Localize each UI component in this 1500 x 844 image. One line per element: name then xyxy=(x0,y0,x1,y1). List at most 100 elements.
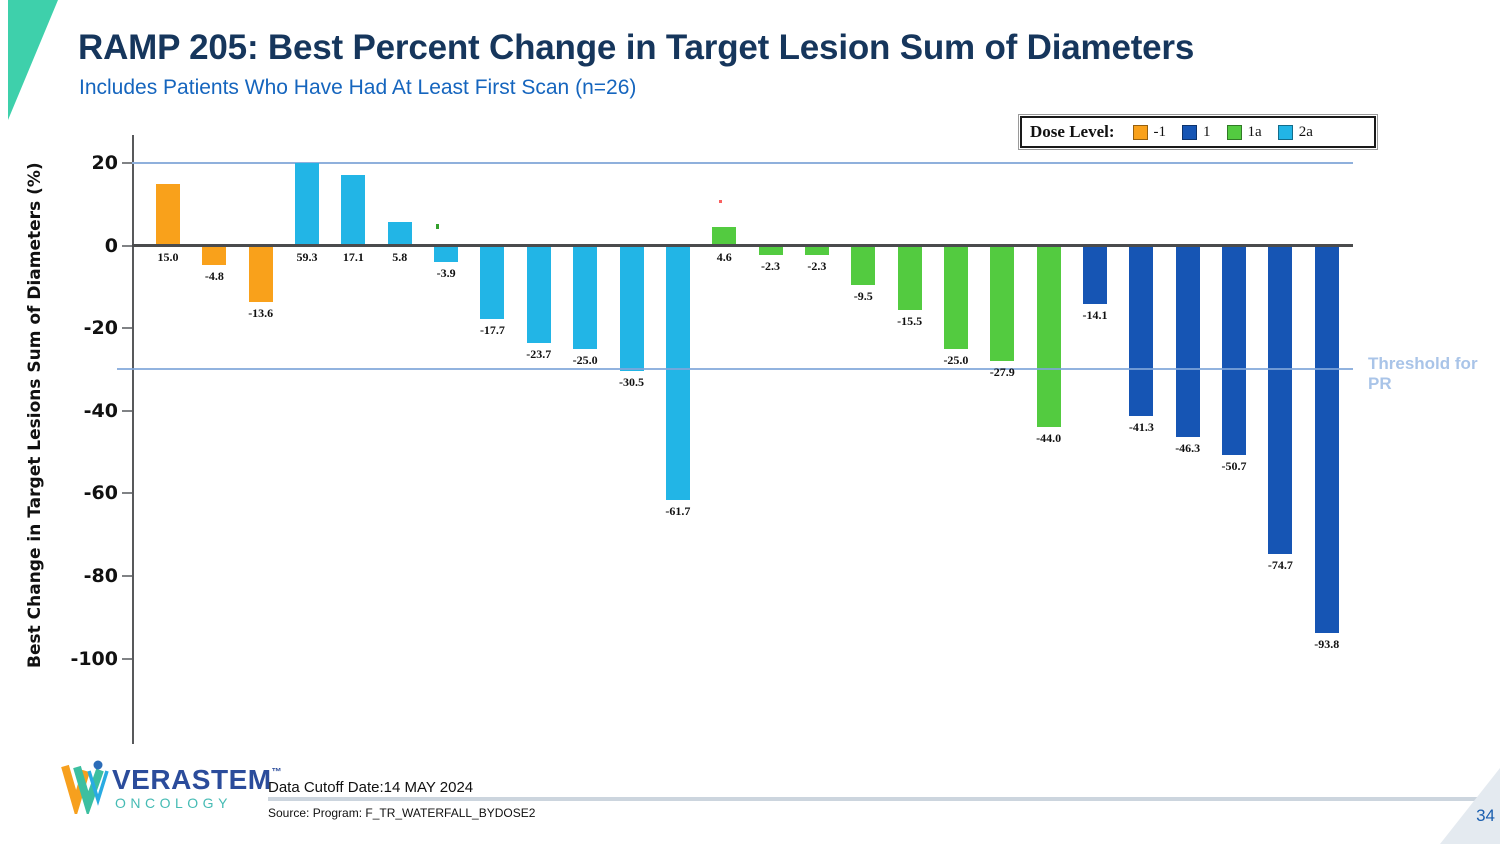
zero-baseline xyxy=(132,244,1353,247)
logo-teal-v xyxy=(73,765,104,814)
bar xyxy=(156,183,180,246)
bar-value-label: -2.3 xyxy=(761,258,781,273)
bar-value-label: -46.3 xyxy=(1175,440,1201,455)
bar xyxy=(1222,245,1247,455)
legend-swatch-2a xyxy=(1277,124,1293,140)
logo-wordmark-text: VERASTEM xyxy=(112,764,272,795)
bar-value-label: -23.7 xyxy=(526,347,552,362)
legend-swatch-1a xyxy=(1226,124,1242,140)
bar-value-label: -50.7 xyxy=(1221,458,1247,473)
tick-label: 20 xyxy=(91,151,118,174)
bar xyxy=(712,226,737,246)
bar xyxy=(897,245,922,310)
pr-threshold-label: Threshold for PR xyxy=(1368,354,1498,395)
green-speck-artifact xyxy=(436,224,439,229)
verastem-logo xyxy=(61,760,109,814)
bar xyxy=(1129,245,1154,417)
legend-entries: -1 1 1a 2a xyxy=(1132,123,1313,141)
bar xyxy=(758,245,783,255)
bar-value-label: 17.1 xyxy=(342,249,364,264)
bar xyxy=(248,245,273,302)
logo-oncology-text: ONCOLOGY xyxy=(115,795,232,811)
bar xyxy=(804,245,829,255)
logo-person-dot xyxy=(93,760,103,770)
bar xyxy=(1268,245,1293,554)
logo-cyan-v xyxy=(87,770,109,806)
bar xyxy=(943,245,968,349)
upper-reference-line xyxy=(132,162,1353,164)
legend-swatch-1 xyxy=(1182,124,1198,140)
bar-value-label: 4.6 xyxy=(716,249,732,264)
source-program-text: Source: Program: F_TR_WATERFALL_BYDOSE2 xyxy=(268,806,536,820)
bar-value-label: -25.0 xyxy=(943,352,969,367)
legend: Dose Level: -1 1 1a 2a xyxy=(1018,114,1378,150)
bar-value-label: -15.5 xyxy=(897,313,923,328)
tick-mark xyxy=(122,161,132,164)
bar-value-label: 59.3 xyxy=(296,249,318,264)
bar-value-label: -30.5 xyxy=(619,375,644,390)
bar-value-label: -9.5 xyxy=(853,288,873,303)
bar-value-label: -13.6 xyxy=(248,305,274,320)
legend-label: -1 xyxy=(1153,123,1167,140)
tick-mark xyxy=(122,657,132,660)
bar-value-label: 5.8 xyxy=(392,249,408,264)
bar xyxy=(619,245,644,372)
legend-entry-1a: 1a xyxy=(1226,123,1262,141)
bar-value-label: -4.8 xyxy=(204,269,224,284)
tick-label: -80 xyxy=(83,564,118,587)
tick-label: -20 xyxy=(83,317,118,340)
page-subtitle: Includes Patients Who Have Had At Least … xyxy=(79,76,637,99)
tick-label: -100 xyxy=(70,647,118,670)
bar xyxy=(851,245,876,285)
legend-title: Dose Level: xyxy=(1030,122,1115,141)
bar-value-label: -93.8 xyxy=(1314,636,1340,651)
bar xyxy=(480,245,505,319)
legend-label: 1a xyxy=(1247,123,1262,140)
bar xyxy=(387,221,412,246)
y-axis-title: Best Change in Target Lesions Sum of Dia… xyxy=(25,162,45,668)
footer-divider xyxy=(268,797,1500,801)
logo-trademark: ™ xyxy=(271,767,283,778)
tick-mark xyxy=(122,492,132,495)
bar-value-label: 15.0 xyxy=(157,249,179,264)
bar-value-label: -61.7 xyxy=(665,504,691,519)
bar-value-label: -25.0 xyxy=(572,352,598,367)
page-number: 34 xyxy=(1476,806,1495,825)
bar xyxy=(526,245,551,344)
pr-threshold-label-line2: PR xyxy=(1368,374,1392,394)
pr-threshold-label-line1: Threshold for xyxy=(1368,354,1478,373)
bar-value-label: -41.3 xyxy=(1128,420,1154,435)
legend-label: 2a xyxy=(1298,123,1313,140)
bar xyxy=(1083,245,1107,304)
bar xyxy=(341,174,366,246)
bar xyxy=(990,245,1015,361)
bar xyxy=(665,245,690,501)
logo-wordmark: VERASTEM™ xyxy=(112,764,282,796)
legend-entry-1: 1 xyxy=(1182,124,1211,141)
bar-value-label: -44.0 xyxy=(1036,431,1062,446)
corner-accent-shape xyxy=(8,0,58,120)
legend-entry-2a: 2a xyxy=(1277,123,1313,141)
data-cutoff-text: Data Cutoff Date:14 MAY 2024 xyxy=(268,779,474,796)
red-speck-artifact xyxy=(719,200,722,203)
y-axis-line xyxy=(132,135,134,744)
bar xyxy=(434,245,459,262)
tick-label: -60 xyxy=(83,482,118,505)
bar xyxy=(1036,245,1061,428)
bar xyxy=(573,245,598,349)
bar xyxy=(1314,245,1339,633)
legend-swatch--1 xyxy=(1132,124,1148,140)
bar-value-label: -3.9 xyxy=(436,265,456,280)
tick-mark xyxy=(122,574,132,577)
bar-value-label: -17.7 xyxy=(479,322,505,337)
bar-value-label: -74.7 xyxy=(1267,558,1293,572)
legend-label: 1 xyxy=(1203,123,1211,140)
tick-mark xyxy=(122,409,132,412)
tick-label: 0 xyxy=(104,234,118,257)
page-title: RAMP 205: Best Percent Change in Target … xyxy=(78,28,1195,67)
bar-value-label: -27.9 xyxy=(989,364,1015,379)
bar-value-label: -14.1 xyxy=(1082,307,1108,322)
bar xyxy=(295,162,320,246)
bar-value-label: -2.3 xyxy=(807,258,827,273)
